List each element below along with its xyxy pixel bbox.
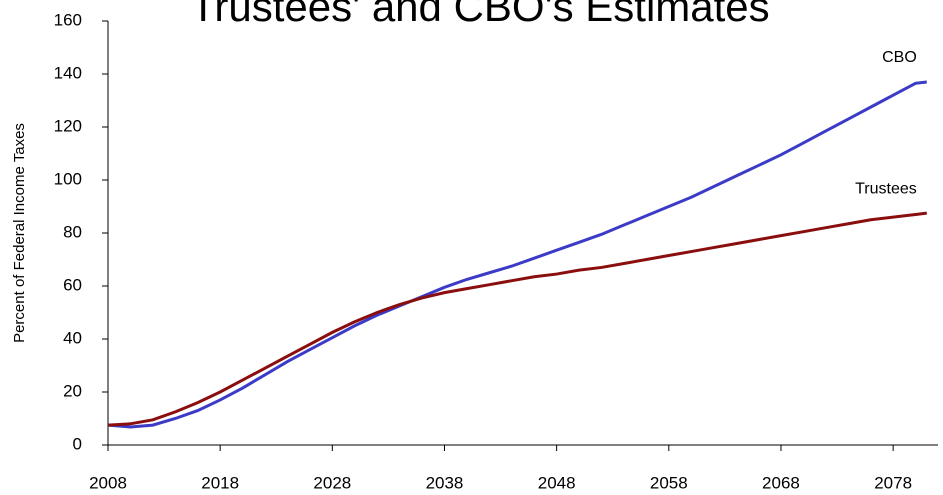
y-tick-label: 140 bbox=[54, 63, 82, 82]
y-axis-label: Percent of Federal Income Taxes bbox=[11, 123, 28, 343]
series-label: CBO bbox=[882, 49, 917, 66]
x-tick-label: 2078 bbox=[874, 473, 912, 492]
x-tick-label: 2058 bbox=[650, 473, 688, 492]
y-tick-label: 80 bbox=[63, 222, 82, 241]
series-label: Trustees bbox=[855, 180, 917, 197]
chart-title: Trustees' and CBO's Estimates bbox=[190, 0, 769, 30]
x-tick-label: 2018 bbox=[201, 473, 239, 492]
y-tick-label: 20 bbox=[63, 381, 82, 400]
y-tick-label: 100 bbox=[54, 169, 82, 188]
x-tick-label: 2028 bbox=[313, 473, 351, 492]
y-tick-label: 0 bbox=[73, 434, 82, 453]
series-line bbox=[107, 80, 927, 429]
y-tick-label: 160 bbox=[54, 10, 82, 29]
x-tick-label: 2068 bbox=[762, 473, 800, 492]
x-tick-label: 2048 bbox=[538, 473, 576, 492]
y-tick-label: 40 bbox=[63, 328, 82, 347]
x-tick-label: 2008 bbox=[89, 473, 127, 492]
y-tick-label: 60 bbox=[63, 275, 82, 294]
series-line bbox=[107, 211, 927, 427]
x-tick-label: 2038 bbox=[426, 473, 464, 492]
y-tick-label: 120 bbox=[54, 116, 82, 135]
